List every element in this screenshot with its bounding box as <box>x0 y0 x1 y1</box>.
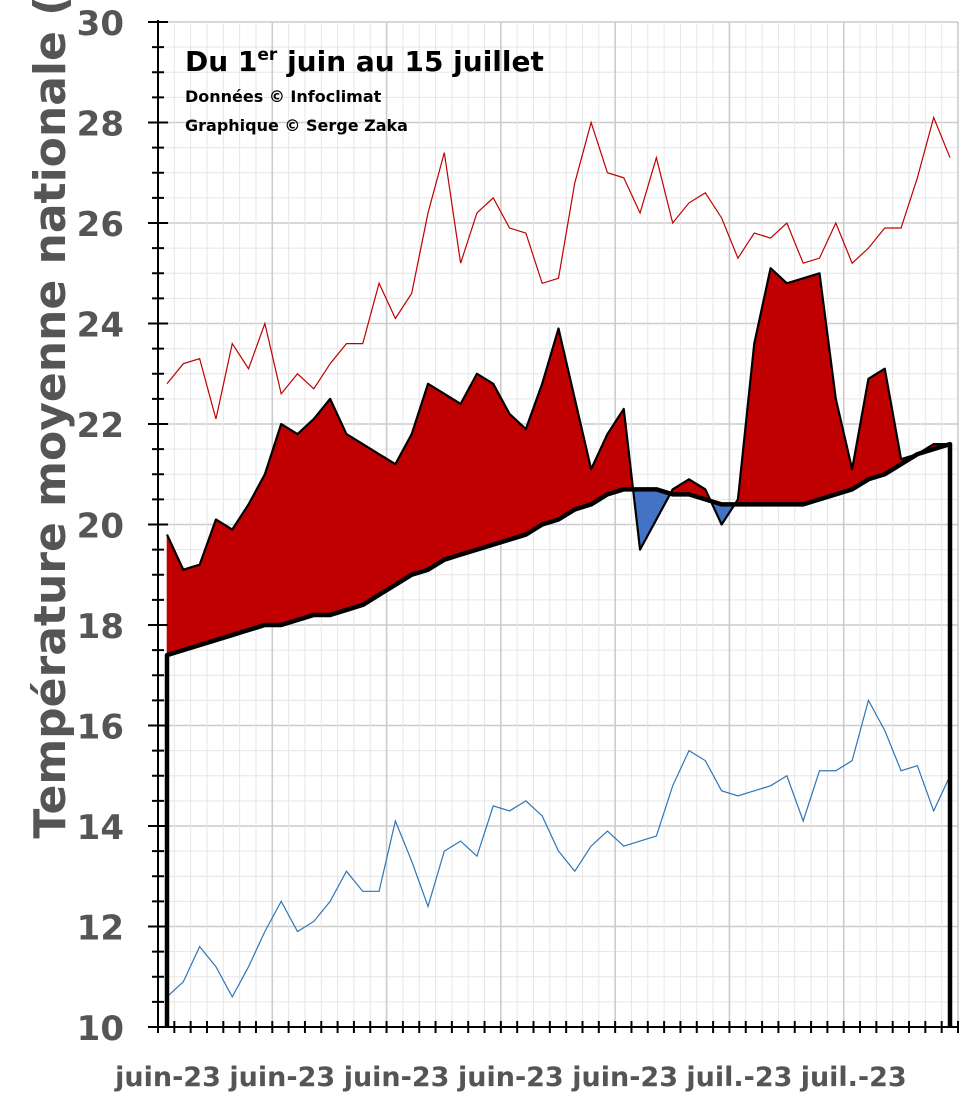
y-tick-label: 16 <box>77 708 124 748</box>
above-normal-area <box>183 564 200 651</box>
above-normal-area <box>313 398 331 616</box>
above-normal-area <box>770 267 788 505</box>
y-tick-label: 14 <box>77 808 124 848</box>
mean-line <box>166 267 950 571</box>
x-tick-label: juin-23 <box>571 1062 678 1093</box>
y-tick-label: 18 <box>77 607 124 647</box>
above-normal-area <box>786 277 804 505</box>
anomaly-areas <box>166 267 951 656</box>
above-normal-area <box>346 433 364 611</box>
above-normal-area <box>264 423 282 626</box>
y-tick-label: 12 <box>77 909 124 949</box>
min-line <box>166 698 951 999</box>
series-lines <box>164 115 953 1027</box>
above-normal-area <box>395 433 412 586</box>
axes <box>148 20 959 1033</box>
credit-data: Données © Infoclimat <box>185 87 382 106</box>
x-tick-label: juin-23 <box>457 1062 564 1093</box>
x-tick-label: juil.-23 <box>800 1062 907 1093</box>
y-tick-label: 26 <box>77 205 124 245</box>
y-tick-label: 24 <box>77 306 124 346</box>
above-normal-area <box>378 453 396 596</box>
above-normal-area <box>427 383 445 571</box>
x-tick-label: juin-23 <box>343 1062 450 1093</box>
credit-chart: Graphique © Serge Zaka <box>185 116 408 135</box>
above-normal-area <box>362 443 380 606</box>
x-tick-labels: juin-23 juin-23 juin-23 juin-23 juin-23 juil.… <box>114 1062 907 1093</box>
x-tick-label: juin-23 <box>228 1062 335 1093</box>
chart-title: Du 1er juin au 15 juillet <box>185 45 544 78</box>
y-tick-label: 20 <box>77 507 124 547</box>
normal-line <box>164 441 953 1027</box>
chart-title-sup: er <box>257 45 278 65</box>
above-normal-area <box>199 519 217 646</box>
x-tick-label: juil.-23 <box>685 1062 792 1093</box>
above-normal-area <box>280 423 298 626</box>
y-tick-label: 30 <box>77 4 124 44</box>
above-normal-area <box>868 368 886 480</box>
above-normal-area <box>476 373 494 551</box>
above-normal-area <box>802 272 820 505</box>
max-line <box>166 115 951 420</box>
x-tick-label: juin-23 <box>114 1062 221 1093</box>
y-axis-label: Température moyenne nationale (°C) <box>25 0 76 839</box>
y-tick-label: 10 <box>77 1009 124 1049</box>
above-normal-area <box>297 418 315 621</box>
chart-title-main: Du 1 <box>185 45 257 78</box>
y-tick-label: 22 <box>77 406 124 446</box>
y-tick-labels: 10 12 14 16 18 20 22 24 26 28 30 <box>77 4 124 1049</box>
y-tick-label: 28 <box>77 105 124 145</box>
chart-title-rest: juin au 15 juillet <box>277 45 544 78</box>
above-normal-area <box>215 518 233 641</box>
above-normal-area <box>444 393 461 561</box>
above-normal-area <box>509 413 527 540</box>
